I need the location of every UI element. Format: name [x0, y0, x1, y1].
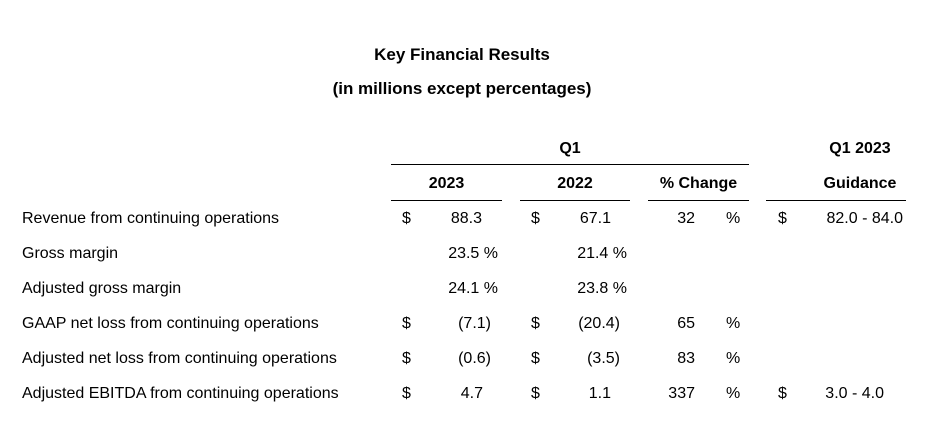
row-label: GAAP net loss from continuing operations — [22, 315, 319, 332]
currency-2023: $ — [402, 210, 411, 227]
table-title: Key Financial Results — [374, 45, 550, 64]
header-percent-change: % Change — [659, 175, 738, 192]
currency-2023: $ — [402, 350, 411, 367]
q1-header-rule — [391, 164, 749, 165]
guidance-value: 82.0 - 84.0 — [826, 210, 904, 227]
currency-guidance: $ — [778, 385, 787, 402]
rule-change — [648, 200, 749, 201]
value-2022: (20.4) — [578, 315, 620, 332]
value-2022: (3.5) — [587, 350, 620, 367]
currency-2023: $ — [402, 315, 411, 332]
percent-sign: % — [726, 350, 741, 367]
value-2023: 4.7 — [460, 385, 483, 402]
header-2023: 2023 — [428, 175, 465, 192]
header-q1: Q1 — [559, 140, 581, 157]
currency-2022: $ — [531, 385, 540, 402]
currency-2023: $ — [402, 385, 411, 402]
header-q1-2023: Q1 2023 — [829, 140, 891, 157]
header-2022: 2022 — [557, 175, 593, 192]
currency-2022: $ — [531, 315, 540, 332]
percent-change-value: 32 — [677, 210, 695, 227]
guidance-value: 3.0 - 4.0 — [825, 385, 884, 402]
row-label: Adjusted net loss from continuing operat… — [22, 350, 337, 367]
value-2023: (0.6) — [458, 350, 491, 367]
value-2022: 23.8 % — [577, 280, 627, 297]
rule-guidance — [766, 200, 906, 201]
value-2023: (7.1) — [458, 315, 491, 332]
table-subtitle: (in millions except percentages) — [332, 79, 592, 98]
percent-sign: % — [726, 315, 741, 332]
currency-2022: $ — [531, 350, 540, 367]
currency-2022: $ — [531, 210, 540, 227]
rule-2023 — [391, 200, 502, 201]
percent-change-value: 337 — [668, 385, 695, 402]
value-2022: 67.1 — [579, 210, 611, 227]
row-label: Revenue from continuing operations — [22, 210, 280, 227]
rule-2022 — [520, 200, 630, 201]
percent-sign: % — [726, 210, 741, 227]
value-2023: 23.5 % — [448, 245, 498, 262]
percent-change-value: 65 — [677, 315, 695, 332]
row-label: Adjusted EBITDA from continuing operatio… — [22, 385, 339, 402]
value-2023: 24.1 % — [448, 280, 498, 297]
row-label: Adjusted gross margin — [22, 280, 182, 297]
currency-guidance: $ — [778, 210, 787, 227]
row-label: Gross margin — [22, 245, 119, 262]
percent-sign: % — [726, 385, 741, 402]
value-2022: 1.1 — [588, 385, 611, 402]
percent-change-value: 83 — [677, 350, 695, 367]
value-2023: 88.3 — [450, 210, 482, 227]
value-2022: 21.4 % — [577, 245, 627, 262]
header-guidance: Guidance — [823, 175, 897, 192]
